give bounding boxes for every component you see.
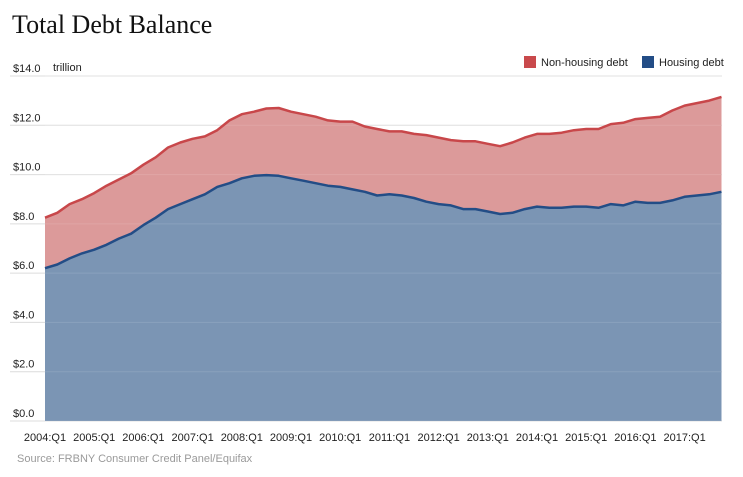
x-tick-label: 2016:Q1 — [614, 432, 656, 444]
y-tick-label: $10.0 — [13, 162, 41, 174]
series-lines — [44, 95, 722, 270]
x-tick-label: 2007:Q1 — [171, 432, 213, 444]
non-housing-area — [45, 96, 722, 269]
stacked-areas — [45, 75, 722, 422]
x-tick-label: 2004:Q1 — [24, 432, 66, 444]
y-tick-label: $4.0 — [13, 309, 34, 321]
y-tick-label: $8.0 — [13, 211, 34, 223]
housing-area — [45, 175, 722, 421]
chart-title: Total Debt Balance — [12, 10, 213, 39]
y-tick-label: $0.0 — [13, 408, 34, 420]
x-tick-label: 2010:Q1 — [319, 432, 361, 444]
y-tick-label: $6.0 — [13, 260, 34, 272]
x-tick-label: 2017:Q1 — [663, 432, 705, 444]
x-tick-label: 2011:Q1 — [369, 432, 410, 444]
y-tick-label: $12.0 — [13, 112, 41, 124]
x-tick-label: 2015:Q1 — [565, 432, 607, 444]
y-axis-ticks: $0.0 $2.0 $4.0 $6.0 $8.0 $10.0 $12.0 $14.0 — [13, 63, 41, 420]
x-tick-label: 2006:Q1 — [122, 432, 164, 444]
x-tick-label: 2014:Q1 — [516, 432, 558, 444]
x-tick-label: 2009:Q1 — [270, 432, 312, 444]
legend-swatch-non-housing — [524, 56, 536, 68]
legend: Non-housing debt Housing debt — [524, 56, 724, 69]
legend-label-housing: Housing debt — [659, 57, 724, 69]
legend-label-non-housing: Non-housing debt — [541, 57, 628, 69]
x-axis-ticks: 2004:Q1 2005:Q1 2006:Q1 2007:Q1 2008:Q1 2009:… — [24, 432, 706, 444]
legend-swatch-housing — [642, 56, 654, 68]
y-tick-label: $2.0 — [13, 359, 34, 371]
non-housing-line — [44, 95, 722, 219]
housing-line — [44, 173, 722, 270]
x-tick-label: 2012:Q1 — [417, 432, 459, 444]
x-tick-label: 2005:Q1 — [73, 432, 115, 444]
y-tick-label: $14.0 — [13, 63, 41, 75]
x-tick-label: 2008:Q1 — [221, 432, 263, 444]
unit-label: trillion — [53, 62, 82, 74]
source-note: Source: FRBNY Consumer Credit Panel/Equi… — [17, 453, 253, 465]
x-tick-label: 2013:Q1 — [467, 432, 509, 444]
